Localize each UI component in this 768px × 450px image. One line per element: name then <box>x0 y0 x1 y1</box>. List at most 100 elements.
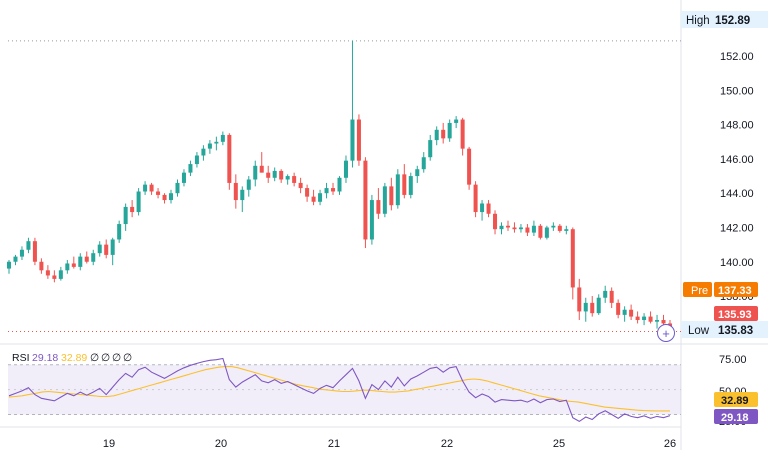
candle-body <box>447 122 452 139</box>
candle-body <box>6 261 12 269</box>
candle-body <box>499 225 504 230</box>
candle <box>557 224 562 233</box>
candle-body <box>188 164 193 173</box>
candle <box>272 167 277 182</box>
candle-body <box>123 206 128 225</box>
candle <box>635 311 640 324</box>
candle-body <box>655 320 660 322</box>
candle-body <box>292 176 297 183</box>
time-tick-label: 26 <box>664 438 676 450</box>
candle <box>279 169 284 183</box>
high-label: High 152.89 <box>681 11 768 28</box>
candle-body <box>181 172 186 183</box>
candle <box>123 203 128 231</box>
rsi-ma-line <box>8 366 670 412</box>
candle-body <box>279 170 284 180</box>
price-tick-label: 152.00 <box>720 51 754 63</box>
candle-body <box>473 184 478 213</box>
candle <box>78 253 83 271</box>
candle-body <box>512 227 517 230</box>
candle-body <box>136 191 141 213</box>
candle <box>233 174 238 209</box>
candle-body <box>214 141 219 144</box>
candle <box>609 287 614 309</box>
last-price-value: 135.93 <box>718 309 752 321</box>
add-indicator-button[interactable]: + <box>657 324 675 342</box>
time-tick-label: 19 <box>103 438 115 450</box>
candle-body <box>551 225 556 228</box>
candle <box>227 133 232 190</box>
candle-body <box>616 302 621 315</box>
low-value: 135.83 <box>718 325 753 337</box>
high-value: 152.89 <box>715 15 750 27</box>
candle <box>143 181 148 195</box>
candle <box>493 210 498 235</box>
candle-body <box>590 302 595 314</box>
candle <box>447 119 452 142</box>
candle <box>642 313 647 326</box>
candle-body <box>518 227 523 230</box>
candle-body <box>596 297 601 314</box>
candle-body <box>408 176 413 195</box>
candle-body <box>117 224 122 240</box>
candle <box>415 165 420 183</box>
candle <box>499 222 504 235</box>
candle <box>220 131 225 146</box>
candle-body <box>246 179 251 190</box>
candle-body <box>583 302 588 312</box>
pre-label: Pre 137.33 <box>683 282 758 297</box>
candle <box>298 177 303 194</box>
low-label: Low 135.83 <box>681 321 768 338</box>
candle <box>369 194 374 245</box>
candle <box>91 249 96 266</box>
candle-body <box>544 227 549 238</box>
candle-body <box>26 241 31 250</box>
candle <box>45 265 50 279</box>
candle <box>292 172 297 187</box>
candle <box>65 260 70 274</box>
candle <box>110 237 115 266</box>
candle <box>266 165 271 183</box>
candle <box>480 200 485 221</box>
candle-body <box>207 143 212 149</box>
candle-body <box>331 188 336 192</box>
candle <box>395 169 400 209</box>
candle <box>570 227 575 300</box>
rsi-ma-value-label: 32.89 <box>714 392 758 407</box>
candle <box>538 224 543 240</box>
candle <box>324 182 329 199</box>
candle <box>84 251 89 264</box>
candle <box>525 224 530 237</box>
rsi-tick-top: 75.00 <box>719 354 747 366</box>
candle <box>389 177 394 211</box>
candle <box>434 126 439 146</box>
candle-body <box>175 182 180 194</box>
candle <box>156 188 161 199</box>
candle-body <box>441 129 446 139</box>
candle-body <box>493 213 498 230</box>
last-price-bg <box>714 306 758 321</box>
candle-body <box>356 119 361 161</box>
candle-body <box>259 165 264 173</box>
candle-body <box>65 263 70 271</box>
candle <box>454 116 459 129</box>
candle-body <box>525 227 530 233</box>
candle <box>188 160 193 177</box>
price-axis-ticks: 138.00140.00142.00144.00146.00148.00150.… <box>720 51 754 303</box>
candle <box>441 122 446 144</box>
candle-body <box>629 309 634 317</box>
price-tick-label: 140.00 <box>720 257 754 269</box>
candle <box>376 188 381 219</box>
candle-body <box>395 174 400 206</box>
time-tick-label: 21 <box>328 438 340 450</box>
candle <box>26 237 31 254</box>
candle <box>175 179 180 197</box>
candle <box>337 176 342 195</box>
candle <box>473 181 478 218</box>
price-tick-label: 148.00 <box>720 120 754 132</box>
candle-body <box>454 119 459 123</box>
candle-body <box>253 165 258 180</box>
rsi-legend[interactable]: RSI 29.18 32.89 ∅ ∅ ∅ ∅ <box>12 352 132 364</box>
candle-body <box>480 203 485 213</box>
